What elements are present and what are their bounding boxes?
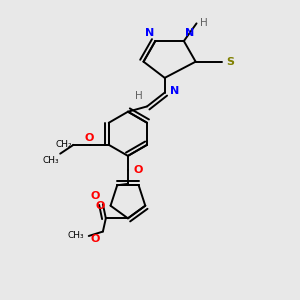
Text: H: H (135, 91, 142, 101)
Text: N: N (145, 28, 154, 38)
Text: CH₃: CH₃ (68, 232, 84, 241)
Text: O: O (91, 234, 100, 244)
Text: O: O (85, 134, 94, 143)
Text: CH₂: CH₂ (56, 140, 72, 149)
Text: N: N (170, 86, 179, 96)
Text: H: H (200, 18, 208, 28)
Text: S: S (226, 57, 235, 67)
Text: CH₃: CH₃ (42, 156, 59, 165)
Text: O: O (91, 191, 100, 201)
Text: O: O (133, 165, 142, 175)
Text: N: N (185, 28, 195, 38)
Text: O: O (96, 201, 105, 211)
